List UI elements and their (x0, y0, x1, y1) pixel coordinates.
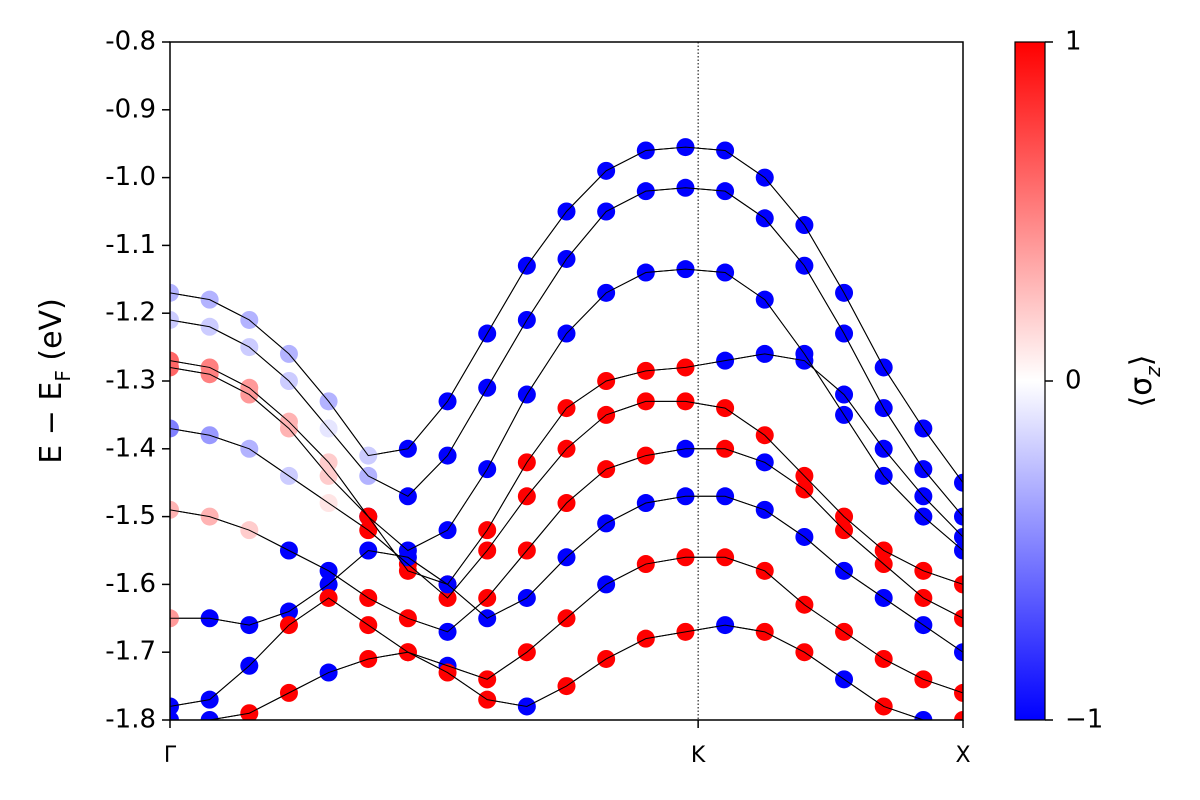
band-point (954, 575, 963, 594)
y-tick-label: -0.9 (105, 94, 156, 124)
band-point (954, 527, 963, 546)
band-point (170, 351, 179, 370)
band-point (954, 711, 963, 720)
y-tick-label: -1.1 (105, 230, 156, 260)
label-part: E − E (34, 382, 69, 464)
band-point (170, 310, 179, 329)
band-point (200, 711, 219, 720)
band-line-overlay (170, 146, 963, 483)
band-point (954, 507, 963, 526)
colorbar-tick-label: 0 (1065, 366, 1082, 396)
band-point (954, 473, 963, 492)
band-line-overlay (170, 268, 963, 552)
band-point (914, 711, 933, 720)
band-point (170, 419, 179, 438)
y-tick-label: -1.3 (105, 366, 156, 396)
x-tick-label: K (691, 743, 706, 768)
band-line-overlay (170, 495, 963, 653)
y-tick-label: -1.7 (105, 637, 156, 667)
y-tick-label: -1.2 (105, 298, 156, 328)
label-part: ⟨σ (1124, 377, 1159, 408)
label-part: (eV) (34, 298, 69, 370)
y-axis-label: E − EF (eV) (34, 298, 75, 464)
x-tick-label: Γ (164, 743, 177, 768)
band-line-overlay (170, 353, 963, 585)
label-part: ⟩ (1124, 355, 1159, 367)
y-tick-label: -1.4 (105, 433, 156, 463)
band-line-overlay (170, 448, 963, 633)
band-point (170, 283, 179, 302)
x-tick-label: X (955, 743, 970, 768)
band-point (170, 697, 179, 716)
y-tick-label: -1.6 (105, 569, 156, 599)
label-part: z (1141, 366, 1165, 378)
band-point (170, 500, 179, 519)
plot-area (170, 42, 963, 720)
y-tick-label: -1.8 (105, 705, 156, 735)
colorbar-label: ⟨σz⟩ (1124, 355, 1165, 408)
band-point (954, 609, 963, 628)
band-point (954, 541, 963, 560)
band-line-overlay (170, 556, 963, 707)
band-line-overlay (170, 624, 963, 720)
label-part: F (51, 370, 75, 382)
band-point (240, 704, 259, 720)
y-tick-label: -1.0 (105, 162, 156, 192)
band-point (954, 683, 963, 702)
band-line-overlay (170, 187, 963, 517)
y-tick-label: -0.8 (105, 27, 156, 57)
y-tick-label: -1.5 (105, 501, 156, 531)
band-point (170, 711, 179, 720)
colorbar (1014, 41, 1046, 721)
colorbar-tick-label: −1 (1065, 705, 1103, 735)
band-line-overlay (170, 400, 963, 599)
colorbar-tick-label: 1 (1065, 27, 1082, 57)
